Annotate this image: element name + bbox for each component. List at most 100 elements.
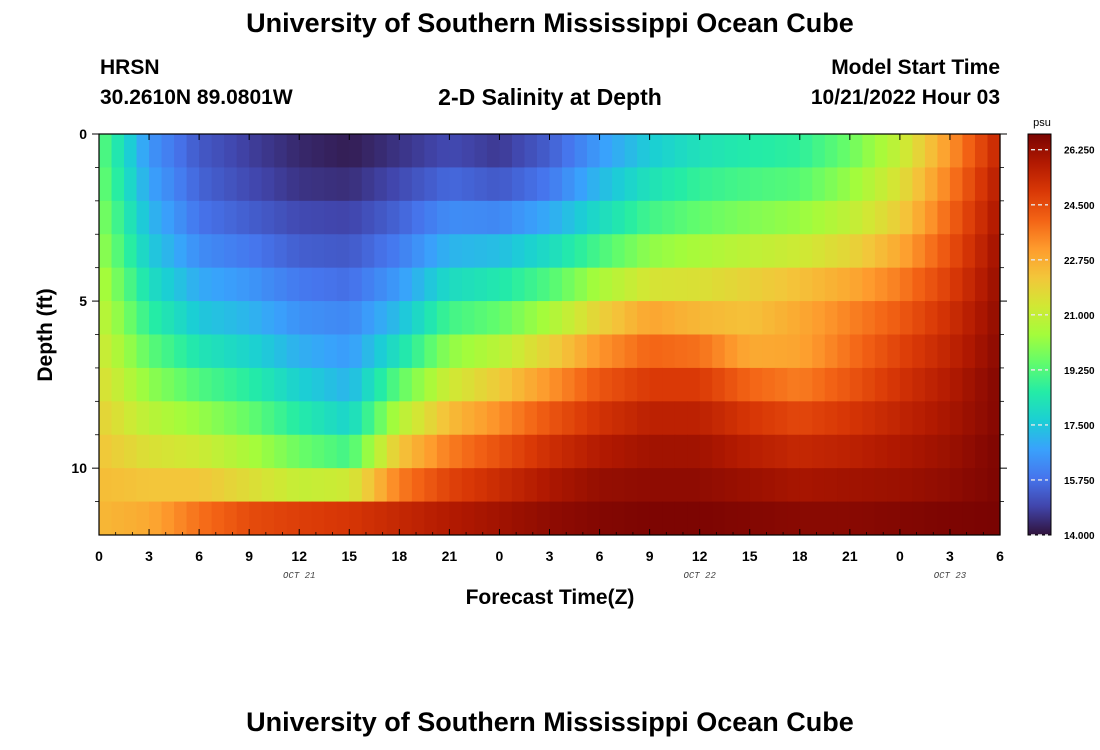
heatmap-cell — [224, 134, 238, 168]
heatmap-cell — [874, 434, 888, 469]
heatmap-cell — [699, 468, 713, 502]
heatmap-cell — [136, 434, 150, 469]
heatmap-cell — [461, 401, 476, 436]
heatmap-cell — [924, 334, 939, 369]
heatmap-cell — [662, 367, 676, 402]
heatmap-cell — [949, 200, 964, 235]
heatmap-cell — [949, 334, 964, 369]
heatmap-cell — [662, 468, 676, 502]
heatmap-cell — [361, 501, 375, 536]
heatmap-cell — [336, 367, 350, 402]
heatmap-cell — [699, 134, 713, 168]
heatmap-cell — [912, 401, 926, 436]
heatmap-cell — [649, 234, 663, 269]
heatmap-cell — [549, 468, 563, 502]
heatmap-cell — [787, 468, 801, 502]
heatmap-cell — [461, 267, 476, 302]
heatmap-cell — [749, 234, 763, 269]
heatmap-cell — [874, 334, 888, 369]
heatmap-cell — [549, 200, 563, 235]
heatmap-cell — [649, 301, 663, 335]
heatmap-cell — [124, 200, 138, 235]
heatmap-cell — [612, 267, 626, 302]
heatmap-cell — [324, 401, 338, 436]
heatmap-cell — [712, 234, 726, 269]
heatmap-cell — [624, 200, 638, 235]
heatmap-cell — [286, 434, 300, 469]
heatmap-cell — [99, 301, 113, 335]
heatmap-cell — [499, 234, 513, 269]
heatmap-cell — [624, 234, 638, 269]
heatmap-cell — [99, 200, 113, 235]
heatmap-cell — [436, 167, 450, 202]
heatmap-cell — [274, 434, 288, 469]
heatmap-cell — [374, 267, 388, 302]
heatmap-cell — [762, 334, 776, 369]
heatmap-cell — [749, 501, 763, 536]
heatmap-cell — [787, 367, 801, 402]
heatmap-cell — [962, 334, 976, 369]
heatmap-cell — [124, 234, 138, 269]
heatmap-cell — [674, 401, 688, 436]
heatmap-cell — [724, 134, 738, 168]
heatmap-cell — [924, 401, 939, 436]
heatmap-cell — [349, 234, 363, 269]
heatmap-cell — [762, 367, 776, 402]
heatmap-cell — [637, 301, 651, 335]
colorbar-tick-label: 24.500 — [1064, 201, 1095, 212]
heatmap-cell — [724, 468, 738, 502]
heatmap-cell — [562, 134, 576, 168]
x-tick-label: 6 — [996, 548, 1004, 564]
x-tick-label: 21 — [442, 548, 458, 564]
heatmap-cell — [111, 267, 125, 302]
heatmap-cell — [799, 468, 813, 502]
footer-title: University of Southern Mississippi Ocean… — [246, 707, 854, 737]
heatmap-cell — [599, 434, 613, 469]
heatmap-cell — [111, 367, 125, 402]
heatmap-cell — [937, 167, 951, 202]
heatmap-cell — [336, 434, 350, 469]
heatmap-cell — [562, 200, 576, 235]
heatmap-cell — [912, 501, 926, 536]
x-tick-label: 0 — [496, 548, 504, 564]
heatmap-cell — [386, 367, 400, 402]
heatmap-cell — [349, 134, 363, 168]
heatmap-cell — [787, 434, 801, 469]
heatmap-cell — [812, 234, 826, 269]
heatmap-cell — [336, 501, 350, 536]
heatmap-cell — [674, 468, 688, 502]
heatmap-cell — [111, 434, 125, 469]
heatmap-cell — [374, 501, 388, 536]
heatmap-cell — [361, 434, 375, 469]
heatmap-cell — [461, 301, 476, 335]
heatmap-cell — [937, 134, 951, 168]
heatmap-cell — [762, 134, 776, 168]
heatmap-cell — [386, 401, 400, 436]
heatmap-cell — [261, 501, 275, 536]
heatmap-cell — [924, 468, 939, 502]
heatmap-cell — [199, 468, 213, 502]
heatmap-cell — [174, 200, 188, 235]
heatmap-cell — [399, 234, 413, 269]
heatmap-cell — [486, 200, 501, 235]
heatmap-cell — [899, 167, 913, 202]
heatmap-cell — [149, 401, 163, 436]
heatmap-cell — [486, 367, 501, 402]
heatmap-cell — [111, 234, 125, 269]
heatmap-cell — [186, 468, 200, 502]
heatmap-cell — [837, 434, 851, 469]
heatmap-cell — [774, 301, 788, 335]
heatmap-cell — [524, 267, 538, 302]
heatmap-cell — [624, 434, 638, 469]
heatmap-cell — [424, 501, 438, 536]
heatmap-cell — [599, 267, 613, 302]
heatmap-cell — [987, 200, 1001, 235]
heatmap-cell — [912, 301, 926, 335]
x-tick-label: 0 — [95, 548, 103, 564]
heatmap-cell — [599, 334, 613, 369]
heatmap-cell — [762, 401, 776, 436]
heatmap-cell — [737, 267, 751, 302]
heatmap-cell — [649, 501, 663, 536]
heatmap-cell — [712, 334, 726, 369]
heatmap-cell — [311, 267, 325, 302]
